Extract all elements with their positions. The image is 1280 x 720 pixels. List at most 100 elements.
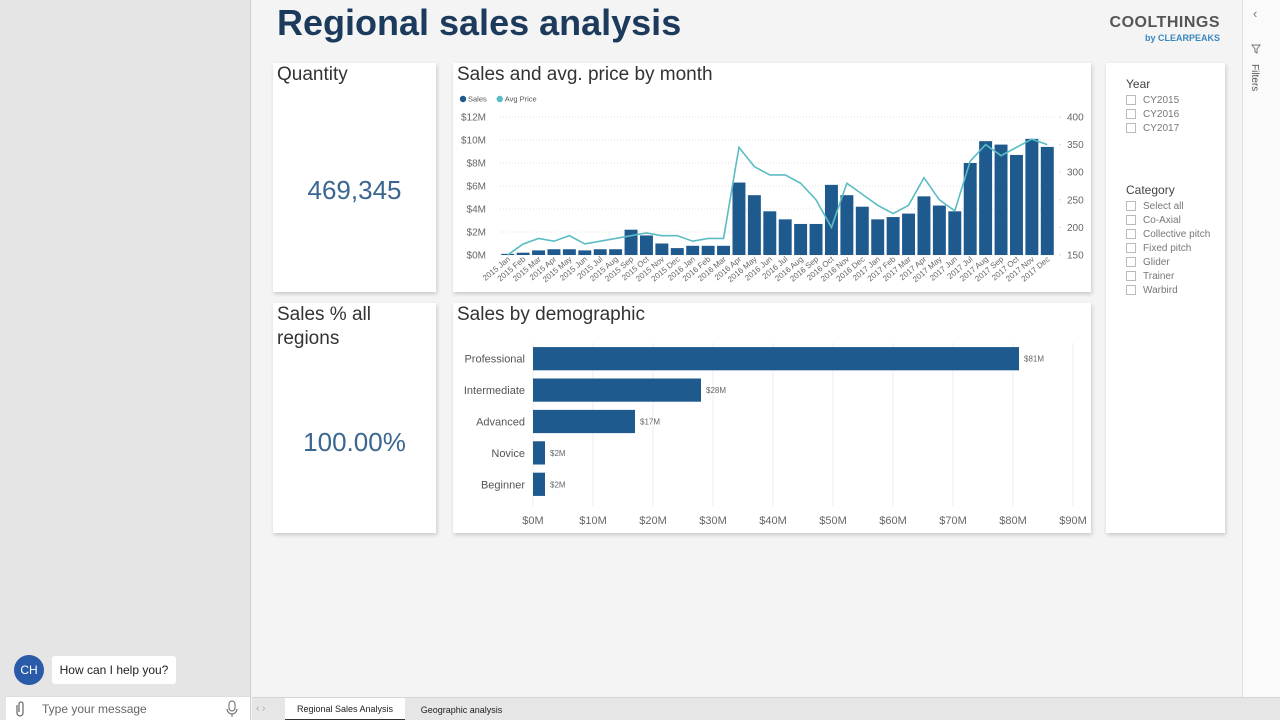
bar [994, 144, 1008, 255]
slicer-title: Category [1126, 183, 1175, 197]
slicer-item[interactable]: Collective pitch [1126, 227, 1225, 241]
y-tick-label: Advanced [476, 417, 525, 429]
x-tick-label: $70M [939, 515, 967, 527]
card-title: Quantity [277, 64, 348, 85]
bar [516, 252, 530, 255]
slicer-item[interactable]: CY2017 [1126, 121, 1225, 135]
checkbox[interactable] [1126, 95, 1136, 105]
bar [624, 229, 638, 255]
slicer-item[interactable]: Select all [1126, 199, 1225, 213]
bar [732, 182, 746, 255]
bar [932, 205, 946, 255]
collapse-icon[interactable]: ‹ [1253, 6, 1258, 21]
bar [917, 196, 931, 255]
slicer-item-label: Fixed pitch [1143, 242, 1192, 254]
y-tick-label: $10M [461, 136, 486, 147]
checkbox[interactable] [1126, 229, 1136, 239]
legend-label: Sales [468, 95, 487, 104]
bar [902, 213, 916, 255]
bar [701, 245, 715, 255]
legend-label: Avg Price [505, 95, 537, 104]
slicer-item[interactable]: Warbird [1126, 283, 1225, 297]
x-tick-label: $20M [639, 515, 667, 527]
checkbox[interactable] [1126, 257, 1136, 267]
slicer: Category Select all Co-Axial Collective pit… [1126, 183, 1225, 297]
combo-chart-panel[interactable]: Sales and avg. price by month $0M $2M $4M $… [453, 63, 1091, 292]
x-tick-label: $90M [1059, 515, 1087, 527]
slicer-item[interactable]: CY2015 [1126, 93, 1225, 107]
checkbox[interactable] [1126, 271, 1136, 281]
bar [886, 217, 900, 255]
bar [533, 409, 635, 434]
quantity-card[interactable]: Quantity 469,345 [273, 63, 436, 292]
chat-input[interactable]: Type your message [6, 696, 250, 720]
tab[interactable]: Regional Sales Analysis [285, 698, 405, 720]
bar [686, 245, 700, 255]
chart-title: Sales and avg. price by month [457, 64, 713, 85]
y-tick-label: Intermediate [464, 385, 525, 397]
checkbox[interactable] [1126, 215, 1136, 225]
bar [963, 163, 977, 255]
bar [533, 378, 701, 402]
slicer-item[interactable]: CY2016 [1126, 107, 1225, 121]
checkbox[interactable] [1126, 201, 1136, 211]
slicer-item-label: CY2016 [1143, 108, 1180, 120]
slicer-item[interactable]: Glider [1126, 255, 1225, 269]
bar-chart-panel[interactable]: Sales by demographic $0M $10M $20M $30M $40M… [453, 303, 1091, 533]
tab[interactable]: Geographic analysis [420, 704, 503, 715]
x-tick-label: $80M [999, 515, 1027, 527]
bar [840, 195, 854, 255]
slicer-panel: Year CY2015 CY2016 CY2017 Category Select all… [1106, 63, 1225, 533]
data-label: $81M [1024, 355, 1044, 364]
bar [578, 250, 592, 255]
data-label: $2M [550, 480, 566, 489]
filters-pane[interactable]: ‹ Filters [1242, 0, 1280, 697]
checkbox[interactable] [1126, 285, 1136, 295]
bar [533, 441, 545, 465]
logo-brand: COOLTHINGS [1109, 14, 1220, 31]
slicer-title: Year [1126, 77, 1151, 91]
mic-icon[interactable] [226, 700, 238, 718]
bar [763, 211, 777, 255]
card-value: 100.00% [303, 427, 406, 457]
x-tick-label: $50M [819, 515, 847, 527]
y2-tick-label: 400 [1067, 113, 1084, 124]
x-tick-label: $10M [579, 515, 607, 527]
bar [979, 141, 993, 255]
legend-marker [459, 95, 467, 103]
data-label: $28M [706, 386, 726, 395]
y-tick-label: $0M [467, 251, 486, 262]
card-value: 469,345 [307, 175, 402, 205]
attach-icon[interactable] [14, 701, 26, 717]
bar [778, 219, 792, 255]
filter-icon [1251, 44, 1261, 54]
bar [533, 347, 1019, 371]
bar [747, 195, 761, 255]
slicer-item[interactable]: Trainer [1126, 269, 1225, 283]
bar [593, 249, 607, 255]
bar [1040, 146, 1054, 255]
slicer-item[interactable]: Co-Axial [1126, 213, 1225, 227]
y2-tick-label: 150 [1067, 251, 1084, 262]
sales-pct-card[interactable]: Sales % all regions 100.00% [273, 303, 436, 533]
slicer: Year CY2015 CY2016 CY2017 [1126, 77, 1225, 135]
bar [1025, 138, 1039, 255]
slicer-item[interactable]: Fixed pitch [1126, 241, 1225, 255]
checkbox[interactable] [1126, 243, 1136, 253]
slicer-item-label: Collective pitch [1143, 228, 1211, 240]
chat-message: How can I help you? [52, 656, 176, 684]
y-tick-label: $2M [467, 228, 486, 239]
y2-tick-label: 250 [1067, 195, 1084, 206]
bar [532, 250, 546, 255]
checkbox[interactable] [1126, 123, 1136, 133]
checkbox[interactable] [1126, 109, 1136, 119]
chart-title: Sales by demographic [457, 304, 645, 325]
tab-bar: ‹ › Regional Sales Analysis Geographic a… [252, 697, 1280, 720]
bar [547, 249, 561, 255]
legend-marker [496, 95, 503, 103]
y2-tick-label: 200 [1067, 223, 1084, 234]
tab-scroll[interactable]: ‹ › [256, 703, 266, 714]
slicer-item-label: Trainer [1143, 270, 1175, 282]
data-label: $17M [640, 418, 660, 427]
